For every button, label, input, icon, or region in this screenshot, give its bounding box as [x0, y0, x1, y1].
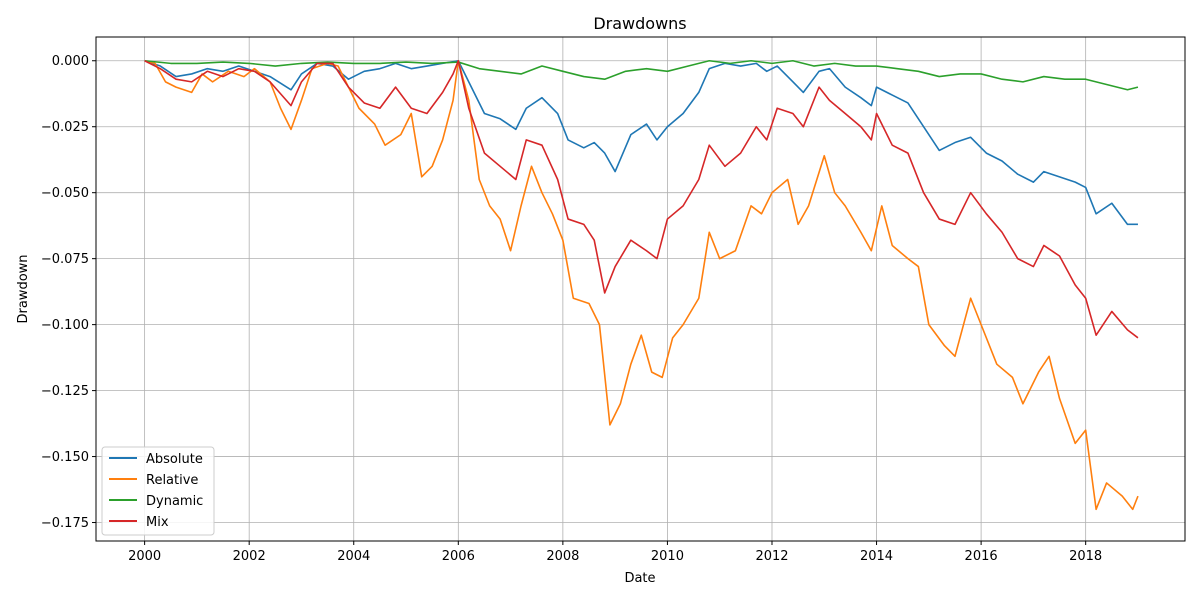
- legend-box: [101, 446, 215, 536]
- series-line-absolute: [144, 59, 1138, 226]
- y-axis-title: Drawdown: [16, 254, 31, 323]
- x-tick-label: 2006: [442, 549, 475, 564]
- x-tick-label: 2018: [1069, 549, 1102, 564]
- x-tick-label: 2004: [337, 549, 370, 564]
- legend-label-dynamic: Dynamic: [146, 494, 203, 509]
- y-tick-label: −0.025: [41, 120, 89, 135]
- legend-label-absolute: Absolute: [146, 452, 203, 467]
- x-tick-label: 2000: [128, 549, 161, 564]
- legend-label-mix: Mix: [146, 515, 169, 530]
- y-tick-label: −0.175: [41, 516, 89, 531]
- x-tick-label: 2008: [546, 549, 579, 564]
- y-tick-label: −0.075: [41, 252, 89, 267]
- chart-title: Drawdowns: [593, 14, 686, 33]
- y-axis: 0.000 −0.025 −0.050 −0.075 −0.100 −0.125 −0.15…: [41, 54, 96, 531]
- y-tick-label: −0.125: [41, 384, 89, 399]
- y-tick-label: −0.150: [41, 450, 89, 465]
- x-tick-label: 2014: [860, 549, 893, 564]
- series-layer: [144, 59, 1139, 511]
- series-line-relative: [144, 59, 1139, 511]
- x-tick-label: 2002: [233, 549, 266, 564]
- legend-label-relative: Relative: [146, 473, 198, 488]
- x-axis: 2000 2002 2004 2006 2008 2010 2012 2014 2016 2018: [128, 541, 1102, 564]
- x-tick-label: 2012: [755, 549, 788, 564]
- legend: Absolute Relative Dynamic Mix: [101, 446, 215, 536]
- y-tick-label: −0.100: [41, 318, 89, 333]
- x-tick-label: 2016: [965, 549, 998, 564]
- x-tick-label: 2010: [651, 549, 684, 564]
- y-tick-label: 0.000: [52, 54, 89, 69]
- grid-lines: [96, 37, 1185, 541]
- plot-frame: [95, 36, 1186, 542]
- y-tick-label: −0.050: [41, 186, 89, 201]
- series-line-mix: [144, 59, 1139, 339]
- x-axis-title: Date: [624, 571, 655, 586]
- series-line-dynamic: [144, 59, 1139, 91]
